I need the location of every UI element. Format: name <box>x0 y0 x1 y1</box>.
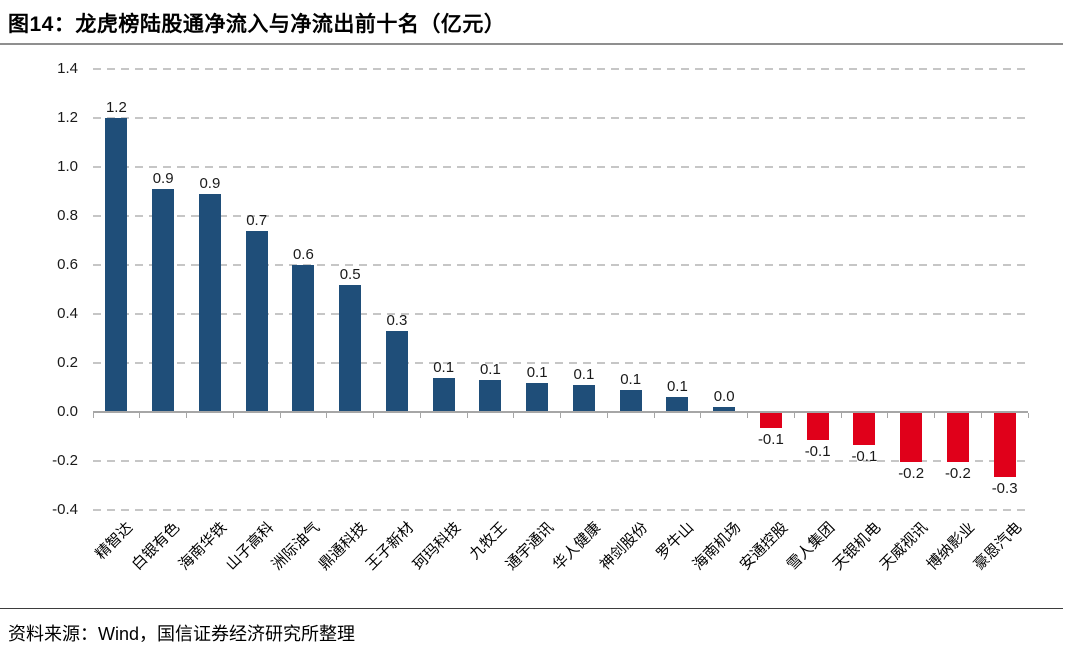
x-axis-tick <box>326 413 328 418</box>
source-divider <box>0 608 1063 609</box>
title-divider <box>0 43 1063 45</box>
y-axis-tick-label: 1.2 <box>57 109 78 126</box>
x-axis-line <box>93 411 1028 413</box>
bar-value-label: 0.1 <box>526 363 548 381</box>
bar <box>198 193 221 412</box>
bar <box>572 385 595 412</box>
bar <box>900 413 923 462</box>
x-axis-tick <box>186 413 187 418</box>
bar-value-label: 0.9 <box>199 174 221 192</box>
bar <box>385 331 408 412</box>
bar <box>946 413 969 462</box>
bar-value-label: 0.6 <box>292 246 314 263</box>
bar <box>806 413 829 440</box>
x-axis-tick <box>419 413 421 418</box>
bar <box>713 407 736 412</box>
x-axis-tick <box>466 413 468 418</box>
x-axis-tick <box>1027 413 1029 418</box>
x-axis-tick <box>513 413 515 418</box>
bar-value-label: 0.0 <box>713 388 735 406</box>
bar-value-label: -0.1 <box>804 442 831 460</box>
x-axis-tick <box>747 413 748 418</box>
bar-value-label: 0.3 <box>386 312 408 330</box>
figure-title: 图14：龙虎榜陆股通净流入与净流出前十名（亿元） <box>8 13 506 36</box>
bar-value-label: -0.1 <box>851 447 878 465</box>
bar <box>759 413 782 428</box>
bar-value-label: 0.7 <box>246 211 268 229</box>
gridline <box>93 215 1028 217</box>
gridline <box>93 68 1028 70</box>
x-axis-tick <box>840 413 842 418</box>
bar <box>245 230 268 412</box>
gridline <box>93 509 1028 511</box>
bar-value-label: -0.3 <box>991 479 1018 497</box>
x-axis-tick <box>980 413 982 418</box>
bar <box>432 377 455 412</box>
y-axis-tick-label: 0.4 <box>57 305 78 322</box>
bar-value-label: -0.2 <box>944 465 971 482</box>
bar <box>105 118 128 412</box>
x-axis-tick <box>606 413 608 418</box>
bar <box>853 413 876 445</box>
x-axis-tick <box>232 413 234 418</box>
gridline <box>93 264 1028 266</box>
gridline <box>93 362 1028 364</box>
x-axis-tick <box>139 413 141 418</box>
bar <box>619 389 642 412</box>
y-axis-tick-label: 0.0 <box>57 403 78 420</box>
x-axis-tick <box>92 413 94 418</box>
gridline <box>93 166 1028 168</box>
y-axis-tick-label: -0.2 <box>52 452 78 469</box>
bar-value-label: 0.9 <box>152 170 174 188</box>
bar-value-label: 0.1 <box>433 358 455 376</box>
bar-value-label: 1.2 <box>105 99 127 116</box>
gridline <box>93 313 1028 315</box>
bar <box>339 284 362 412</box>
bar-value-label: -0.1 <box>757 430 784 448</box>
bar-chart-plot-area: 1.2 0.9 0.9 0.7 0.6 0.5 0.3 0.1 0.1 0.1 0.1 0.1 0.1 0… <box>92 68 1029 511</box>
y-axis-tick-label: 1.4 <box>57 60 78 77</box>
bar-value-label: 0.1 <box>479 361 501 379</box>
gridline <box>93 460 1028 462</box>
x-axis-tick <box>653 413 655 418</box>
y-axis-tick-label: -0.4 <box>52 501 78 518</box>
bar-value-label: 0.1 <box>666 378 688 396</box>
x-axis-tick <box>934 413 935 418</box>
y-axis-tick-label: 0.6 <box>57 256 78 273</box>
bar <box>526 382 549 412</box>
x-axis-tick <box>560 413 561 418</box>
bar <box>292 265 315 412</box>
x-axis-tick <box>700 413 702 418</box>
bar-value-label: -0.2 <box>898 465 925 482</box>
bar-value-label: 0.1 <box>620 370 642 388</box>
gridline <box>93 117 1028 119</box>
bar <box>152 189 175 412</box>
y-axis-tick-label: 1.0 <box>57 158 78 175</box>
bar <box>993 413 1016 477</box>
bar-value-label: 0.5 <box>339 265 361 283</box>
bar <box>479 380 502 412</box>
x-axis-tick <box>887 413 889 418</box>
y-axis-tick-label: 0.8 <box>57 207 78 224</box>
bar-value-label: 0.1 <box>573 366 595 384</box>
x-axis-tick <box>373 413 374 418</box>
x-axis-tick <box>279 413 281 418</box>
y-axis-tick-label: 0.2 <box>57 354 78 371</box>
source-attribution: 资料来源：Wind，国信证券经济研究所整理 <box>8 624 356 644</box>
x-axis-tick <box>793 413 795 418</box>
bar <box>666 397 689 412</box>
